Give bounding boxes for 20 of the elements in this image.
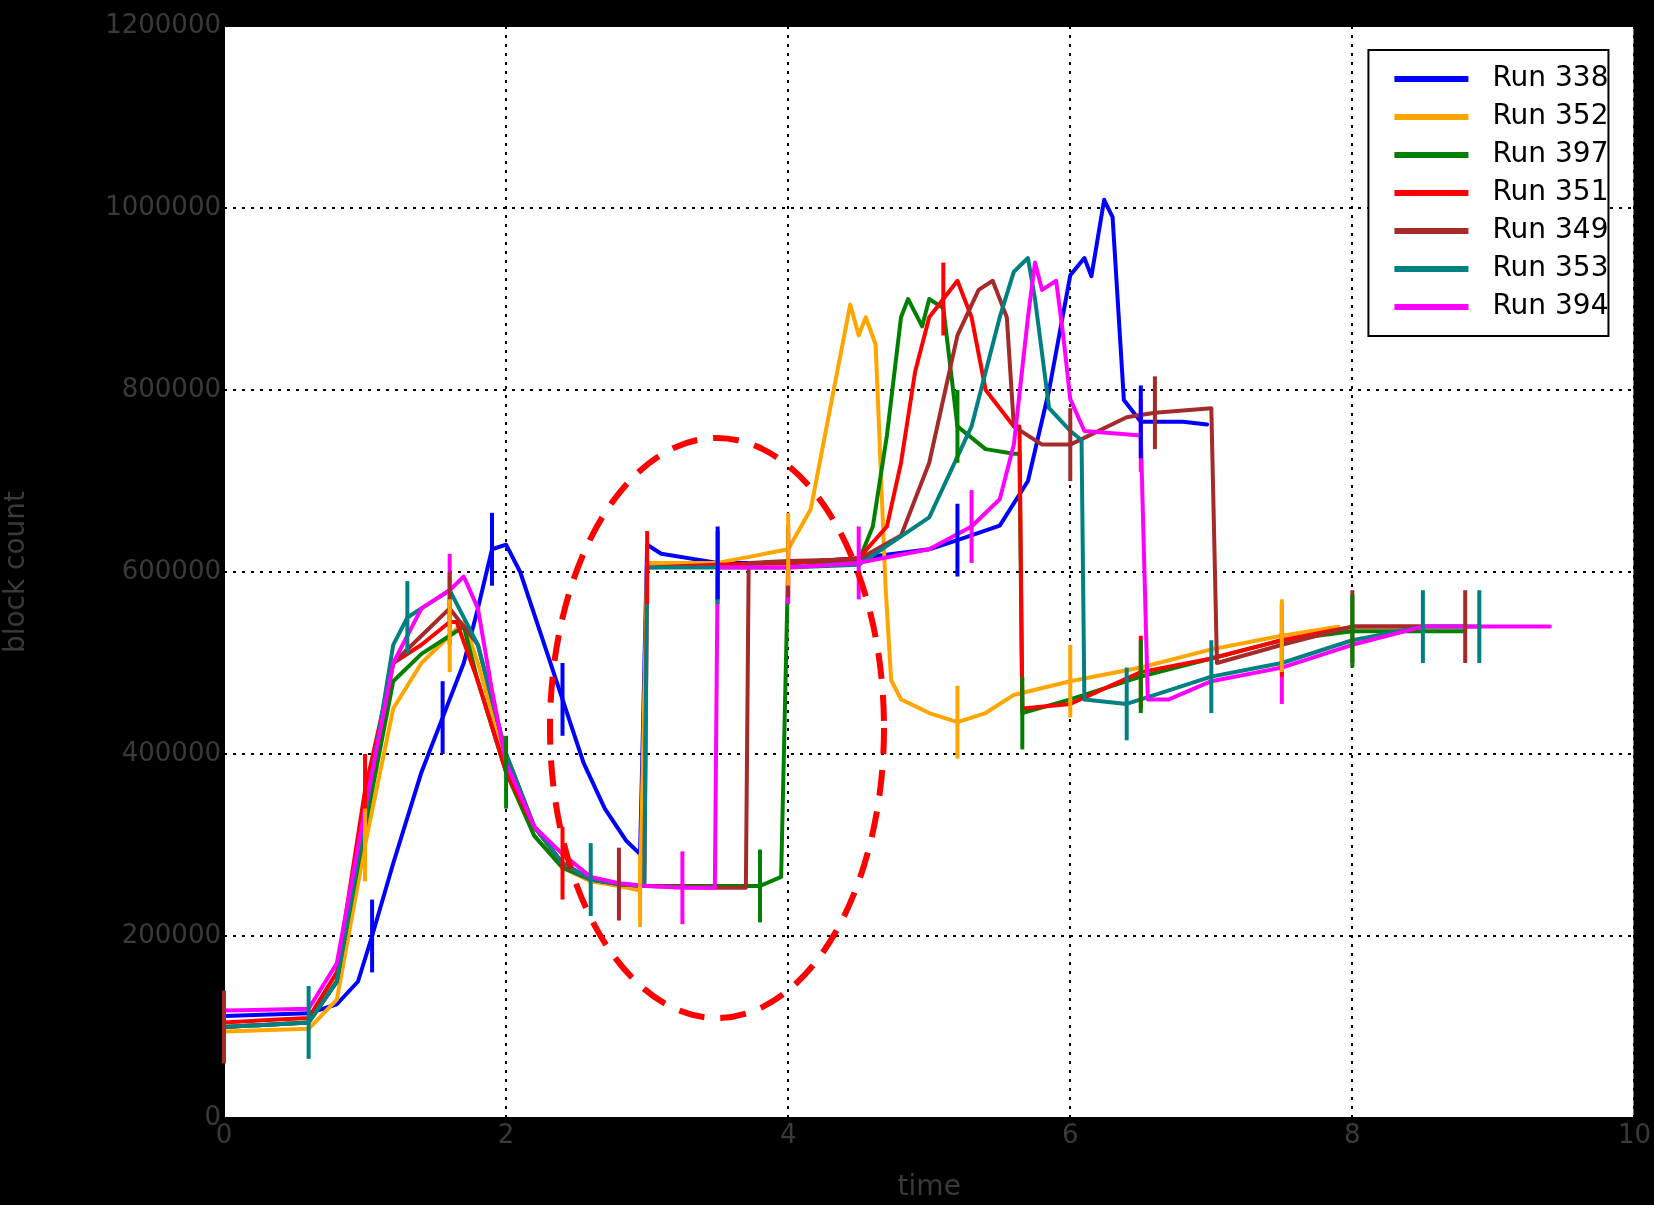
legend-label: Run 338: [1492, 60, 1609, 94]
x-tick-label: 2: [497, 1119, 515, 1150]
y-tick-label: 1200000: [105, 8, 221, 39]
legend-label: Run 352: [1492, 98, 1609, 132]
x-tick-label: 10: [1617, 1119, 1651, 1150]
y-tick-label: 200000: [121, 918, 221, 949]
y-tick-label: 1000000: [105, 190, 221, 221]
legend-label: Run 353: [1492, 250, 1609, 284]
y-tick-label: 800000: [121, 372, 221, 403]
legend-label: Run 349: [1492, 212, 1609, 246]
y-axis-title: block count: [0, 490, 32, 654]
x-tick-label: 6: [1062, 1119, 1079, 1150]
x-axis-title: time: [897, 1169, 961, 1203]
legend-label: Run 394: [1492, 288, 1609, 322]
x-tick-label: 4: [779, 1119, 797, 1150]
legend-label: Run 351: [1492, 174, 1609, 208]
legend-label: Run 397: [1492, 136, 1609, 170]
x-tick-label: 8: [1344, 1119, 1361, 1150]
y-tick-label: 400000: [121, 736, 221, 767]
y-tick-label: 600000: [121, 554, 221, 585]
